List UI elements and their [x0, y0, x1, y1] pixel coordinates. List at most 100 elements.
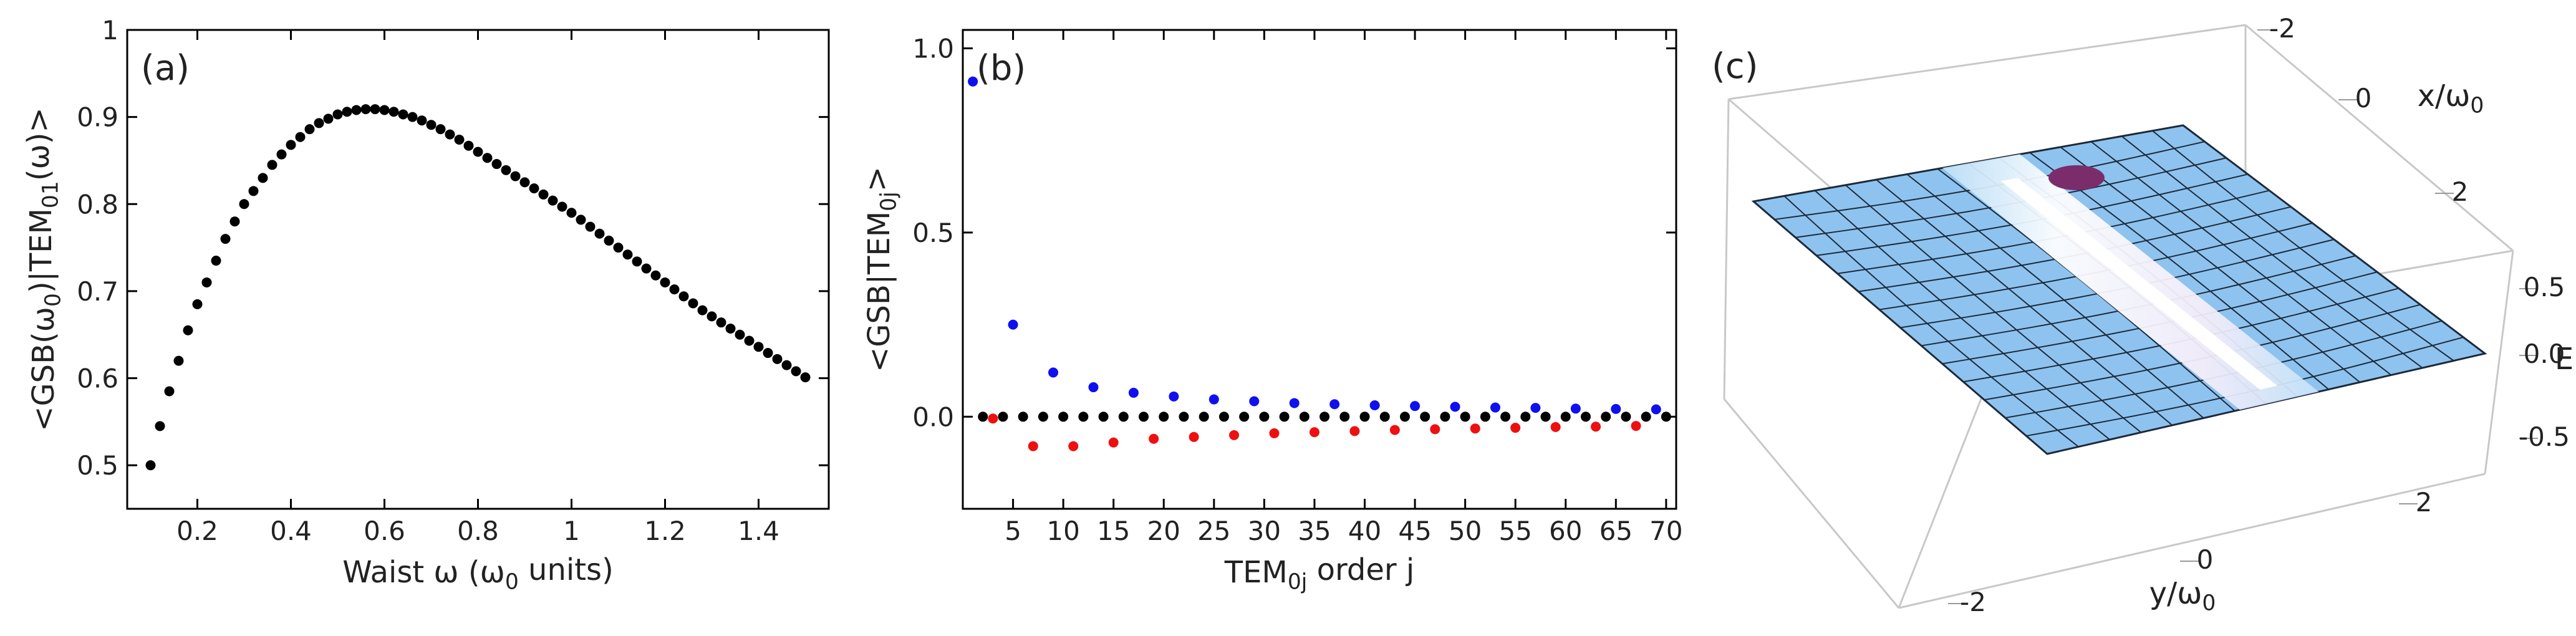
data-point: [1289, 398, 1300, 408]
data-point: [1520, 412, 1531, 422]
data-point: [1480, 412, 1490, 422]
data-point: [1249, 396, 1260, 407]
data-point: [398, 109, 408, 120]
data-point: [342, 107, 352, 117]
data-point: [1530, 403, 1541, 413]
data-point: [323, 113, 334, 124]
axis-tick-label: -0.5: [2519, 422, 2570, 452]
box-edge: [1723, 99, 1730, 400]
data-point: [781, 360, 792, 370]
data-point: [763, 348, 773, 359]
x-tick-label: 0.6: [364, 516, 405, 546]
surface-grid: [2090, 141, 2392, 376]
x-axis-label: Waist ω (ω0 units): [342, 552, 614, 594]
data-point: [351, 105, 362, 115]
data-point: [1018, 412, 1028, 422]
y-axis-label-part: 0: [2202, 590, 2216, 615]
data-point: [379, 105, 390, 115]
x-axis-label-part: 0j: [1288, 569, 1308, 594]
data-point: [1118, 412, 1129, 422]
data-point: [1199, 412, 1209, 422]
x-tick-label: 25: [1197, 516, 1230, 546]
data-point: [1139, 412, 1149, 422]
data-point: [622, 249, 633, 260]
axis-tick-label: 0: [2197, 544, 2214, 575]
data-point: [1430, 424, 1440, 435]
y-axis-label-part: <GSB(ω: [26, 307, 61, 431]
x-tick-label: 60: [1549, 516, 1582, 546]
data-point: [332, 109, 343, 120]
x-axis-label: TEM0j order j: [1224, 552, 1414, 594]
data-point: [1500, 412, 1511, 422]
y-axis-label-part: 01: [38, 181, 63, 208]
data-point: [1550, 422, 1561, 432]
data-point: [697, 305, 708, 316]
data-point: [1359, 412, 1370, 422]
data-point: [1651, 404, 1661, 415]
data-point: [1440, 412, 1450, 422]
data-point: [220, 234, 231, 244]
axis-tick-label: -2: [2269, 13, 2295, 44]
data-point: [1108, 437, 1119, 448]
y-tick-label: 0.8: [77, 189, 118, 219]
data-point: [660, 277, 670, 287]
box-edge: [1898, 473, 2486, 609]
data-point: [604, 235, 614, 246]
data-point: [173, 355, 184, 366]
y-axis-label-part: >: [859, 166, 894, 191]
data-point: [678, 291, 689, 302]
data-point: [1410, 401, 1421, 412]
x-tick-label: 20: [1147, 516, 1180, 546]
data-point: [1319, 412, 1330, 422]
y-tick-label: 1: [102, 15, 118, 46]
data-point: [1259, 412, 1270, 422]
axis-tick-label: 0: [2355, 83, 2372, 113]
z-axis-label: E: [2555, 342, 2574, 377]
data-point: [978, 412, 988, 422]
data-point: [145, 460, 156, 471]
data-point: [1229, 430, 1240, 440]
data-point: [1269, 428, 1280, 438]
y-axis-label: y/ω0: [2149, 576, 2216, 615]
x-axis-label-part: 0: [505, 569, 519, 594]
panel-label: (c): [1712, 46, 1758, 87]
data-point: [707, 311, 717, 322]
data-point: [435, 124, 446, 135]
x-tick-label: 30: [1248, 516, 1281, 546]
data-point: [1510, 423, 1521, 433]
x-tick-label: 45: [1398, 516, 1431, 546]
data-point: [304, 124, 315, 135]
data-point: [370, 104, 380, 115]
data-point: [1661, 412, 1671, 422]
data-point: [1389, 425, 1400, 435]
data-point: [1349, 426, 1360, 436]
data-point: [276, 149, 287, 160]
data-point: [1369, 400, 1380, 410]
box-edge: [2484, 250, 2514, 475]
data-point: [239, 199, 249, 210]
axis-tick-label: -2: [1960, 587, 1986, 617]
data-point: [463, 140, 474, 151]
data-point: [1631, 421, 1641, 431]
surface-grid: [2060, 147, 2361, 383]
data-point: [1128, 387, 1139, 398]
data-point: [426, 120, 437, 130]
data-point: [510, 171, 521, 181]
data-point: [1399, 412, 1410, 422]
x-tick-label: 1: [563, 516, 580, 546]
data-point: [1591, 422, 1601, 432]
axis-tick-label: 0.5: [2524, 272, 2565, 302]
y-axis-label-part: 0: [41, 293, 65, 307]
data-point: [229, 216, 240, 227]
x-tick-label: 5: [1005, 516, 1021, 546]
data-point: [1279, 412, 1290, 422]
data-point: [1420, 412, 1430, 422]
data-point: [1470, 423, 1480, 434]
axis-tick-label: 2: [2416, 487, 2433, 518]
data-point: [360, 104, 371, 115]
x-tick-label: 0.8: [457, 516, 499, 546]
data-point: [211, 256, 221, 266]
y-axis-label-part: 0j: [876, 191, 901, 211]
